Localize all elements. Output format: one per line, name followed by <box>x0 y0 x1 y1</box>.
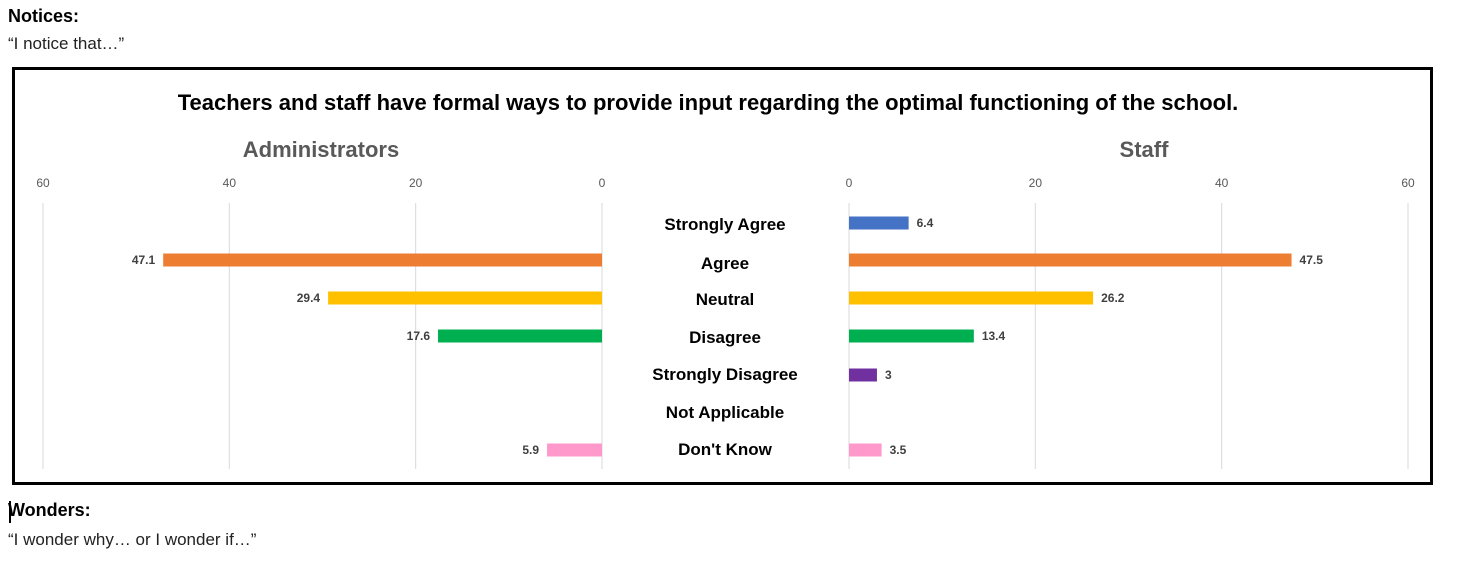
staff-bar-don-t-know <box>849 443 882 457</box>
notices-prompt: “I notice that…” <box>8 34 125 53</box>
administrators-data-label: 17.6 <box>407 329 431 343</box>
chart-frame: Teachers and staff have formal ways to p… <box>12 67 1433 485</box>
category-label: Agree <box>701 254 749 273</box>
administrators-bar-don-t-know <box>547 443 602 457</box>
wonders-heading: Wonders: <box>8 500 91 520</box>
staff-data-label: 47.5 <box>1300 253 1324 267</box>
butterfly-bar-chart: Teachers and staff have formal ways to p… <box>36 90 1415 469</box>
staff-tick-label: 0 <box>846 176 853 190</box>
staff-bar-disagree <box>849 329 974 343</box>
staff-data-label: 13.4 <box>982 329 1006 343</box>
staff-tick-label: 60 <box>1401 176 1415 190</box>
category-label: Not Applicable <box>666 403 784 422</box>
administrators-data-label: 5.9 <box>522 443 539 457</box>
category-label: Don't Know <box>678 440 773 459</box>
administrators-tick-label: 0 <box>599 176 606 190</box>
staff-data-label: 3.5 <box>890 443 907 457</box>
administrators-bar-agree <box>163 253 602 267</box>
text-cursor <box>9 501 11 523</box>
notices-heading: Notices: <box>8 6 80 26</box>
administrators-bar-disagree <box>438 329 602 343</box>
administrators-bar-neutral <box>328 291 602 305</box>
category-label: Strongly Disagree <box>652 365 798 384</box>
staff-data-label: 3 <box>885 368 892 382</box>
administrators-tick-label: 20 <box>409 176 423 190</box>
administrators-tick-label: 40 <box>223 176 237 190</box>
chart-title: Teachers and staff have formal ways to p… <box>178 90 1239 115</box>
staff-bar-neutral <box>849 291 1094 305</box>
wonders-prompt: “I wonder why… or I wonder if…” <box>8 530 257 549</box>
staff-data-label: 26.2 <box>1101 291 1125 305</box>
staff-tick-label: 40 <box>1215 176 1229 190</box>
administrators-data-label: 29.4 <box>297 291 321 305</box>
staff-bar-strongly-agree <box>849 216 909 230</box>
category-label: Neutral <box>696 290 755 309</box>
staff-data-label: 6.4 <box>917 216 934 230</box>
category-label: Disagree <box>689 328 761 347</box>
category-label: Strongly Agree <box>664 215 785 234</box>
staff-tick-label: 20 <box>1029 176 1043 190</box>
staff-bar-agree <box>849 253 1292 267</box>
administrators-data-label: 47.1 <box>132 253 156 267</box>
staff-bar-strongly-disagree <box>849 368 877 382</box>
administrators-tick-label: 60 <box>36 176 50 190</box>
administrators-panel-title: Administrators <box>243 137 399 162</box>
staff-panel-title: Staff <box>1120 137 1170 162</box>
